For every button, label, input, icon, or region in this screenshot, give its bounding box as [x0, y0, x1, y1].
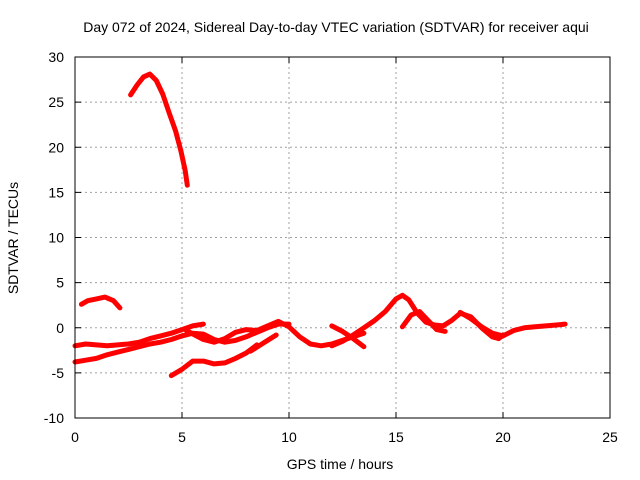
series-arc-main-upper [72, 321, 206, 349]
y-tick-label: 25 [48, 94, 64, 110]
plot-frame [74, 56, 611, 419]
y-tick-label: 10 [48, 230, 64, 246]
y-tick-label: 5 [56, 275, 64, 291]
series-arc-main-lower [72, 321, 292, 365]
x-tick-label: 5 [178, 429, 186, 445]
axes-layer: 0 5 10 15 20 25 -10 -5 0 5 10 15 20 25 30 [44, 49, 618, 445]
y-tick-label: 0 [56, 320, 64, 336]
series-arc-short-mid [248, 332, 279, 354]
series-arc-early-high [128, 71, 190, 188]
chart-title: Day 072 of 2024, Sidereal Day-to-day VTE… [83, 19, 589, 35]
series-arc-evening [457, 309, 568, 339]
y-tick-label: -10 [44, 410, 64, 426]
series-arc-side [399, 309, 448, 334]
y-axis-label: SDTVAR / TECUs [5, 182, 21, 294]
grid-layer [75, 57, 610, 418]
x-tick-label: 20 [495, 429, 511, 445]
x-tick-label: 0 [71, 429, 79, 445]
y-tick-label: -5 [52, 365, 65, 381]
series-layer [72, 71, 568, 379]
series-arc-afternoon-low [329, 323, 367, 350]
x-tick-label: 10 [281, 429, 297, 445]
y-tick-label: 20 [48, 139, 64, 155]
x-tick-label: 15 [388, 429, 404, 445]
series-arc-early-low [78, 294, 123, 311]
x-axis-label: GPS time / hours [287, 456, 394, 472]
x-tick-label: 25 [602, 429, 618, 445]
y-tick-label: 30 [48, 49, 64, 65]
y-tick-label: 15 [48, 184, 64, 200]
series-arc-dip-mid [168, 342, 260, 379]
